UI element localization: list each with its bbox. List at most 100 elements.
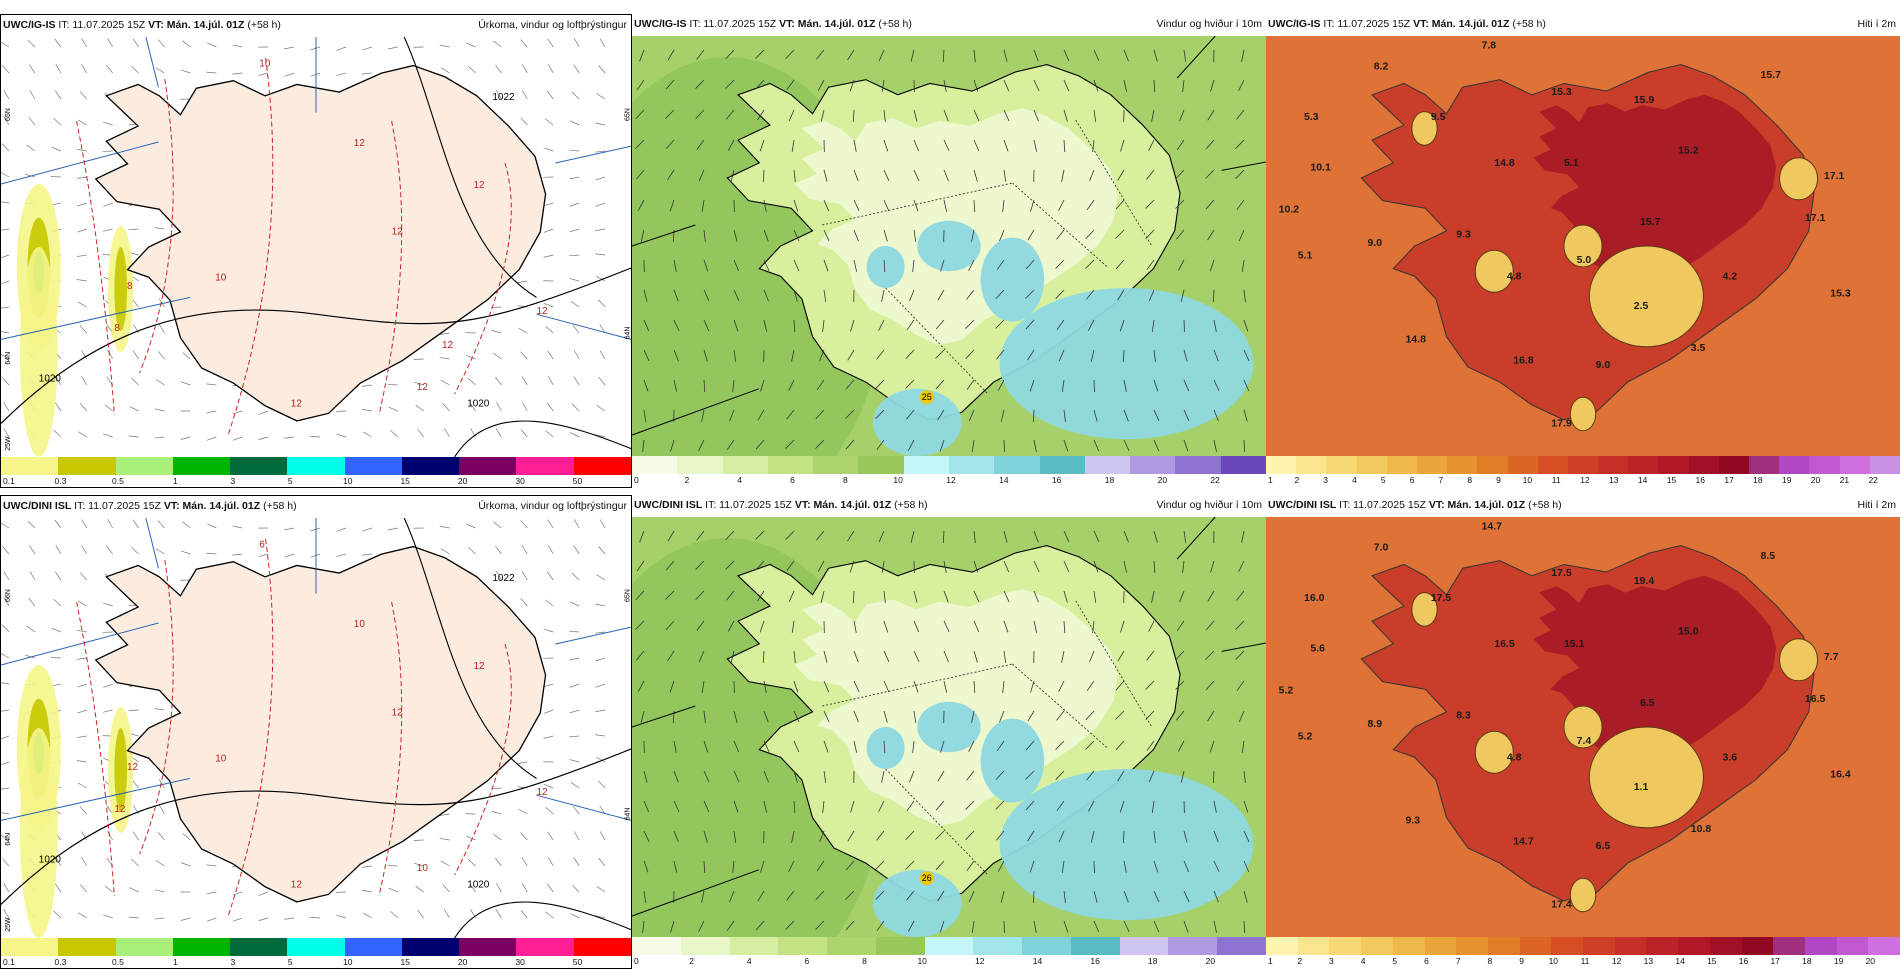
temp-value: 7.4 [1577,735,1592,747]
contour-label: 12 [442,340,454,351]
colorbar [1266,937,1900,955]
cold-area [1780,158,1818,200]
contour-label: 10 [215,754,227,765]
colorbar-label: 0.1 [3,476,15,486]
max-gust-value: 25 [922,392,932,402]
colorbar-label: 11 [1552,475,1561,485]
colorbar-label: 20 [1811,475,1820,485]
colorbar-label: 12 [1612,956,1621,966]
colorbar-swatch [994,456,1039,474]
high-wind-area [873,389,962,456]
colorbar-label: 30 [515,476,524,486]
colorbar-label: 20 [1866,956,1875,966]
colorbar-label: 10 [917,956,926,966]
panel-title: Vindur og hviður í 10m [1157,499,1262,511]
temp-value: 8.9 [1367,718,1382,730]
colorbar-swatch [1085,456,1130,474]
run-info: UWC/DINI ISL IT: 11.07.2025 15Z VT: Mán.… [3,500,297,512]
run-info: UWC/DINI ISL IT: 11.07.2025 15Z VT: Mán.… [1268,499,1562,511]
high-wind-area [981,719,1044,803]
colorbar [1266,456,1900,474]
colorbar-swatch [632,937,681,955]
colorbar-swatch [1221,456,1266,474]
temp-value: 14.8 [1405,334,1426,346]
temp-value: 15.2 [1678,145,1699,157]
colorbar-label: 16 [1696,475,1705,485]
colorbar-swatch [1217,937,1266,955]
colorbar-swatch [402,938,459,956]
temp-value: 15.3 [1830,287,1851,299]
lead-time: (+58 h) [1525,499,1561,511]
map-panel-precip: UWC/DINI ISL IT: 11.07.2025 15Z VT: Mán.… [0,495,632,969]
temp-value: 7.7 [1824,651,1839,663]
colorbar-label: 15 [1667,475,1676,485]
colorbar-swatch [516,938,573,956]
colorbar-swatch [1840,456,1870,474]
map-view: 25 [632,36,1266,456]
high-wind-area [917,702,980,752]
contour-label: 12 [291,880,303,891]
colorbar-swatch [1040,456,1085,474]
colorbar-swatch [1488,937,1520,955]
colorbar-swatch [858,456,903,474]
colorbar-label: 15 [400,957,409,967]
temp-value: 1.1 [1634,781,1649,793]
panel-title: Úrkoma, vindur og loftþrýstingur [478,19,627,31]
contour-label: 12 [291,399,303,410]
colorbar-swatch [1719,456,1749,474]
model-name: UWC/DINI ISL [634,499,702,511]
colorbar-label: 9 [1496,475,1501,485]
precip-area [20,247,58,457]
colorbar-label: 12 [975,956,984,966]
colorbar-swatch [1447,456,1477,474]
colorbar-swatch [1837,937,1869,955]
colorbar-swatch [1742,937,1774,955]
colorbar-swatch [459,457,516,475]
colorbar-swatch [345,938,402,956]
valid-time: VT: Mán. 14.júl. 01Z [779,18,875,30]
isobar-label: 1022 [492,573,515,584]
colorbar-swatch [287,938,344,956]
colorbar-label: 6 [805,956,810,966]
map-panel-wind: UWC/DINI ISL IT: 11.07.2025 15Z VT: Mán.… [632,495,1266,969]
temp-value: 8.3 [1456,710,1471,722]
colorbar-label: 10 [893,475,902,485]
colorbar-label: 0 [634,475,639,485]
colorbar-swatch [827,937,876,955]
isobar-label: 1020 [39,854,62,865]
colorbar-swatch [1393,937,1425,955]
colorbar-label: 5 [288,476,293,486]
temp-value: 15.0 [1678,626,1699,638]
panel-title: Úrkoma, vindur og loftþrýstingur [478,500,627,512]
contour-label: 12 [417,382,429,393]
contour-label: 12 [537,306,549,317]
colorbar-swatch [1266,937,1298,955]
colorbar-label: 6 [1424,956,1429,966]
high-wind-area [867,727,905,769]
colorbar-swatch [1175,456,1220,474]
axis-label: 64N [5,352,12,365]
lead-time: (+58 h) [260,500,296,512]
colorbar-label: 22 [1210,475,1219,485]
colorbar-swatch [516,457,573,475]
colorbar-swatch [925,937,974,955]
map-view: 26 [632,517,1266,937]
map-canvas: 25 [632,36,1266,456]
temp-value: 10.1 [1310,161,1331,173]
temp-value: 7.8 [1482,40,1497,52]
temp-value: 15.7 [1761,69,1782,81]
colorbar-swatch [1508,456,1538,474]
temp-value: 10.8 [1691,823,1712,835]
colorbar-label: 1 [1268,956,1273,966]
colorbar-swatch [1749,456,1779,474]
colorbar-label: 2 [1297,956,1302,966]
model-name: UWC/IG-IS [1268,18,1321,30]
temp-value: 14.7 [1482,521,1503,533]
colorbar-swatch [681,937,730,955]
temp-value: 16.8 [1513,355,1534,367]
isobar-label: 1020 [467,399,490,410]
